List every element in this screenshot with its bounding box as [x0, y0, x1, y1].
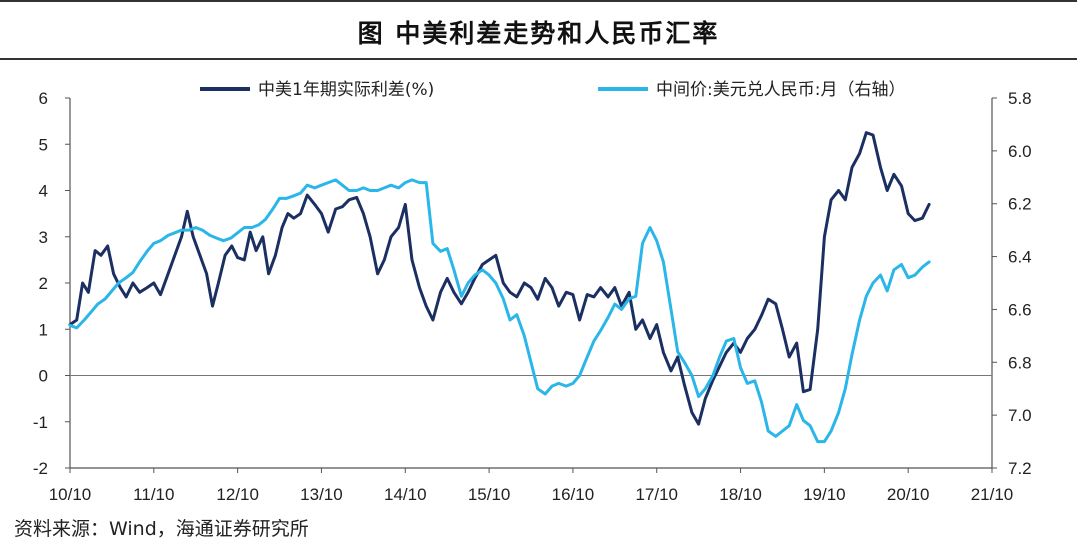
x-tick-label: 20/10 [887, 485, 930, 504]
left-tick-label: 1 [39, 320, 48, 339]
left-tick-label: -1 [33, 413, 48, 432]
x-tick-label: 15/10 [468, 485, 511, 504]
title-bar: 图 中美利差走势和人民币汇率 [0, 0, 1077, 60]
right-tick-label: 5.8 [1008, 89, 1032, 108]
x-tick-label: 16/10 [552, 485, 595, 504]
x-tick-label: 17/10 [635, 485, 678, 504]
left-tick-label: 2 [39, 274, 48, 293]
x-tick-label: 18/10 [719, 485, 762, 504]
right-tick-label: 6.0 [1008, 142, 1032, 161]
left-tick-label: 0 [39, 367, 48, 386]
x-tick-label: 11/10 [133, 485, 174, 504]
legend-usdcny-label: 中间价:美元兑人民币:月（右轴） [656, 80, 905, 100]
source-note: 资料来源：Wind，海通证券研究所 [14, 518, 309, 540]
right-tick-label: 6.4 [1008, 248, 1032, 267]
right-tick-label: 6.8 [1008, 353, 1032, 372]
right-tick-label: 6.2 [1008, 195, 1032, 214]
right-tick-label: 7.0 [1008, 406, 1032, 425]
right-tick-label: 7.2 [1008, 459, 1032, 478]
legend-spread-label: 中美1年期实际利差(%) [258, 80, 434, 100]
x-tick-label: 21/10 [971, 485, 1014, 504]
left-tick-label: 6 [39, 89, 48, 108]
x-tick-label: 13/10 [300, 485, 343, 504]
left-tick-label: -2 [33, 459, 48, 478]
series-line-spread [68, 131, 931, 426]
left-tick-label: 3 [39, 228, 48, 247]
chart-title: 图 中美利差走势和人民币汇率 [357, 19, 720, 48]
x-tick-label: 14/10 [384, 485, 427, 504]
right-tick-label: 6.6 [1008, 300, 1032, 319]
left-tick-label: 5 [39, 135, 48, 154]
left-tick-label: 4 [39, 182, 48, 201]
x-tick-label: 19/10 [803, 485, 846, 504]
series-line-usdcny [68, 178, 931, 444]
x-tick-label: 12/10 [216, 485, 259, 504]
x-tick-label: 10/10 [49, 485, 92, 504]
